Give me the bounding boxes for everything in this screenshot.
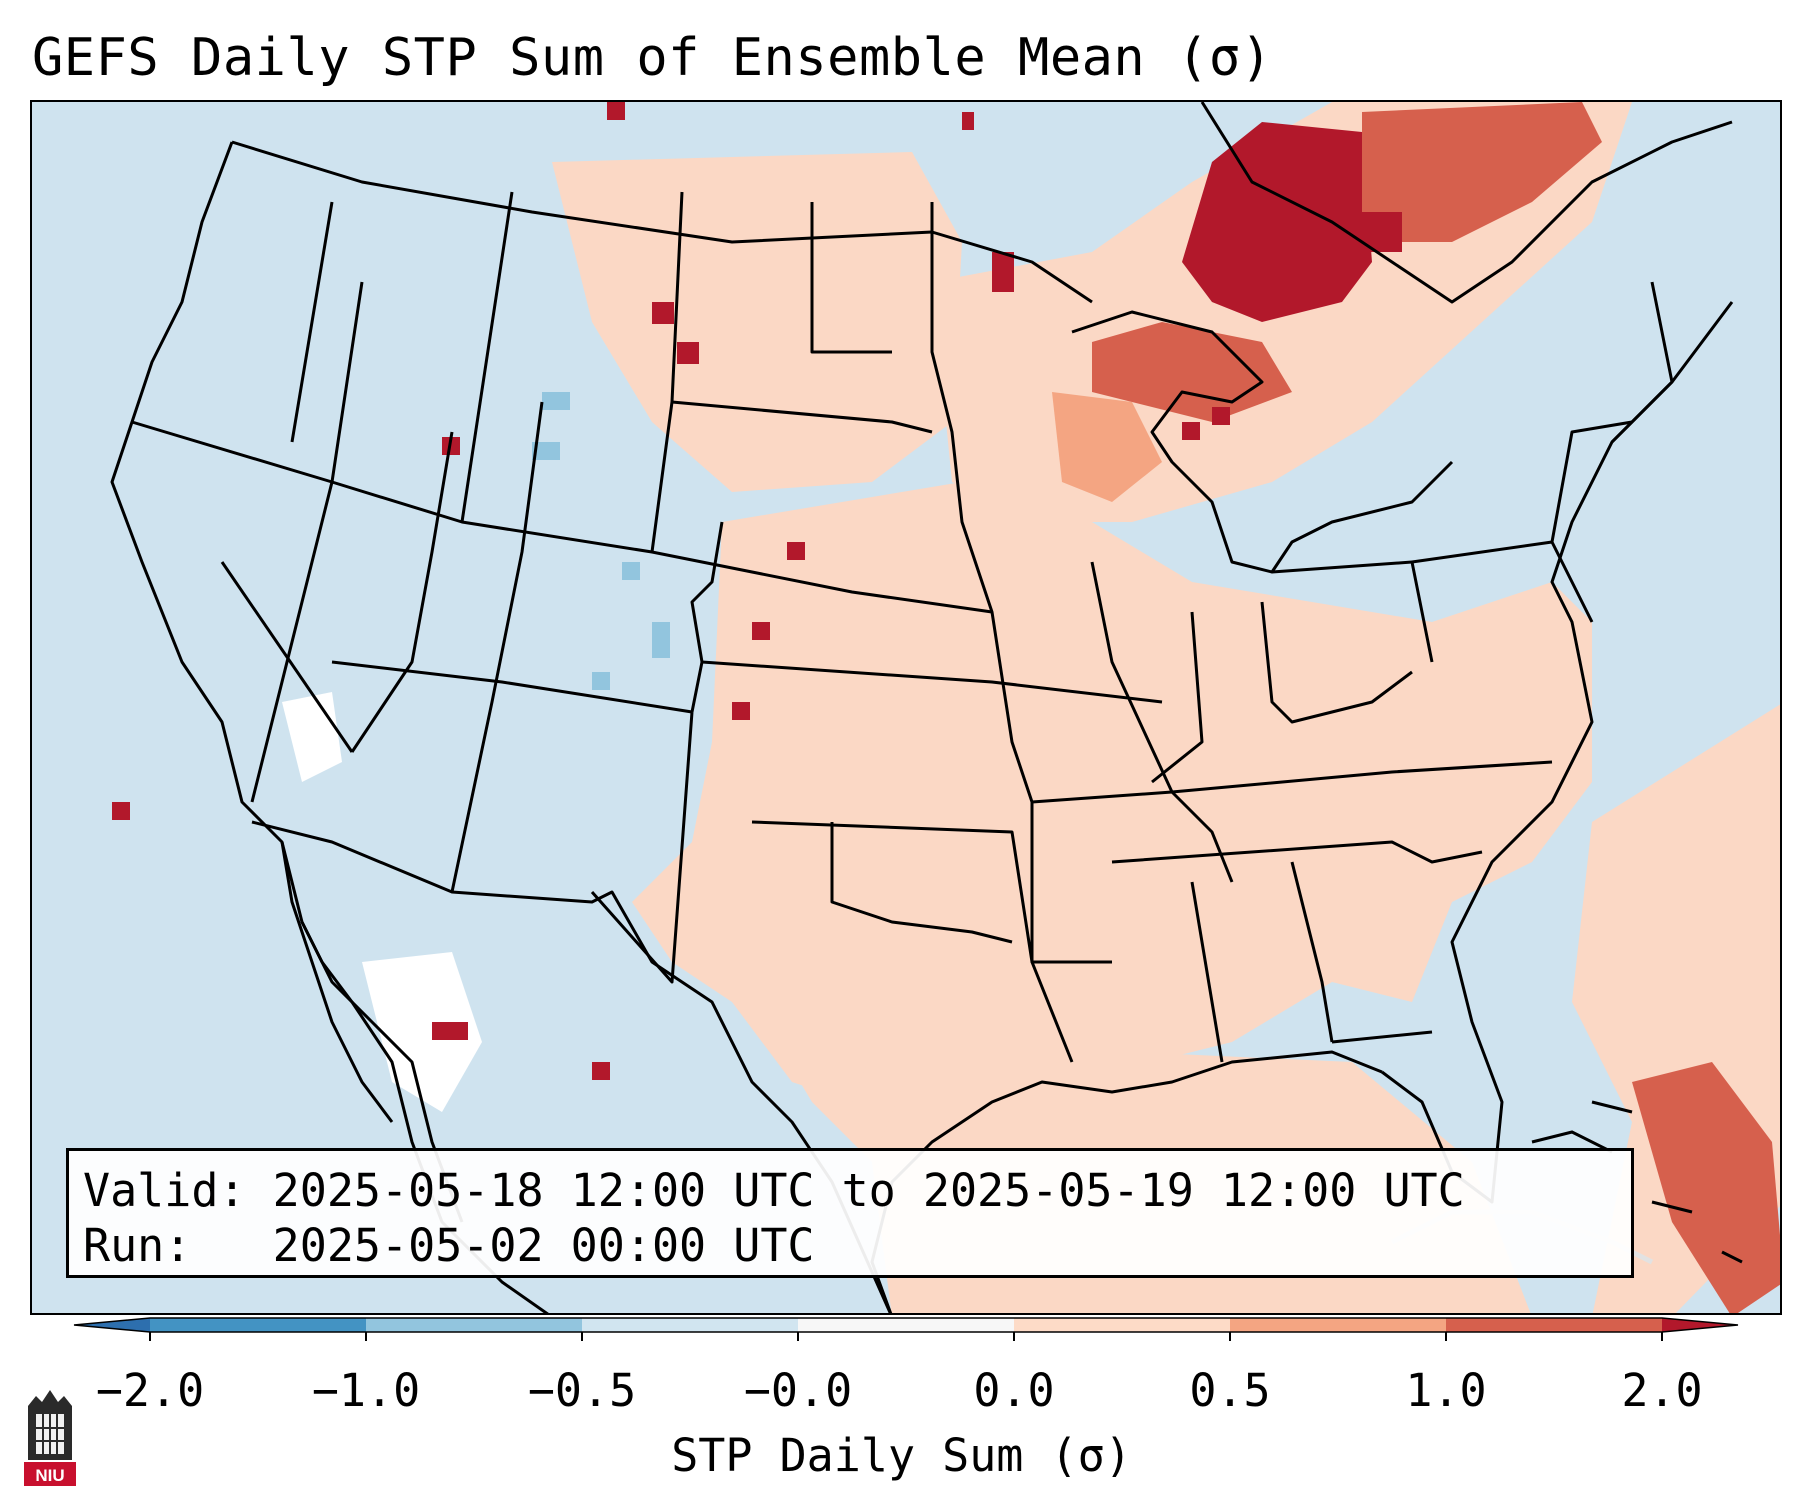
shade-central-east-us xyxy=(712,432,1592,1162)
niu-logo-icon: NIU xyxy=(24,1390,76,1486)
colorbar-tick-label: −0.5 xyxy=(527,1364,637,1417)
negative-cell xyxy=(622,562,640,580)
run-value: 2025-05-02 00:00 UTC xyxy=(272,1219,815,1272)
state-line xyxy=(1031,790,1234,883)
state-line xyxy=(1331,1030,1433,1044)
state-line xyxy=(290,201,334,443)
shade-ontario-core xyxy=(1182,122,1372,322)
chart-title: GEFS Daily STP Sum of Ensemble Mean (σ) xyxy=(32,28,1273,88)
hotspot-cell xyxy=(787,542,805,560)
hotspot-cell xyxy=(677,342,699,364)
map-panel xyxy=(30,100,1782,1315)
state-line xyxy=(131,420,993,614)
state-line xyxy=(701,660,1163,704)
colorbar-tick-label: −0.0 xyxy=(743,1364,853,1417)
hotspot-cell xyxy=(432,1022,468,1040)
state-line xyxy=(1290,861,1334,1043)
run-label: Run: xyxy=(83,1219,192,1272)
shade-bahamas xyxy=(1632,1062,1780,1313)
hotspot-cell xyxy=(652,302,674,324)
hotspot-cell xyxy=(1212,407,1230,425)
shade-ontario-east xyxy=(1362,102,1602,242)
logo-text: NIU xyxy=(35,1466,64,1485)
hotspot-cell xyxy=(992,252,1014,292)
state-line xyxy=(1190,881,1224,1063)
state-line xyxy=(460,191,514,523)
colorbar-tick-label: 1.0 xyxy=(1405,1364,1487,1417)
colorbar-bin xyxy=(1446,1318,1662,1332)
colorbar-bin xyxy=(798,1318,1014,1332)
island-outline xyxy=(1591,1100,1633,1114)
island-outline xyxy=(1721,1250,1743,1264)
hudson-coast xyxy=(1200,102,1733,304)
hotspot-cell xyxy=(962,112,974,130)
negative-cell xyxy=(542,392,570,410)
baja-peninsula xyxy=(280,841,394,1123)
state-line xyxy=(671,400,933,434)
valid-label: Valid: xyxy=(83,1164,246,1217)
negative-cell xyxy=(592,672,610,690)
west-coast-line xyxy=(110,141,464,1223)
valid-value: 2025-05-18 12:00 UTC to 2025-05-19 12:00… xyxy=(272,1164,1465,1217)
hotspot-cell xyxy=(607,102,625,120)
island-outline xyxy=(1651,1200,1693,1214)
negative-cell xyxy=(532,442,560,460)
state-line xyxy=(751,820,1112,964)
colorbar-tick-label: 2.0 xyxy=(1621,1364,1703,1417)
colorbar-bin xyxy=(366,1318,582,1332)
colorbar-left-extend xyxy=(74,1318,150,1332)
island-outline xyxy=(1531,1130,1613,1154)
shade-texas xyxy=(632,722,892,1102)
us-canada-border xyxy=(231,140,1093,304)
colorbar-bin xyxy=(1014,1318,1230,1332)
state-line xyxy=(810,202,892,354)
hotspot-cell xyxy=(592,1062,610,1080)
hotspot-cell xyxy=(732,702,750,720)
state-line xyxy=(690,521,724,713)
negative-cell xyxy=(652,622,670,658)
state-line xyxy=(450,401,544,893)
colorbar-right-extend xyxy=(1662,1318,1738,1332)
hotspot-cell xyxy=(1182,422,1200,440)
colorbar-bin xyxy=(1230,1318,1446,1332)
state-line xyxy=(1111,840,1483,864)
negative-cells xyxy=(532,392,670,690)
colorbar xyxy=(73,1317,1739,1341)
hotspot-cell xyxy=(752,622,770,640)
state-line xyxy=(350,431,454,753)
colorbar-bin xyxy=(150,1318,366,1332)
map-canvas xyxy=(32,102,1780,1313)
mexico-border xyxy=(251,820,892,1313)
state-line xyxy=(331,660,693,714)
boundaries xyxy=(110,102,1734,1313)
great-lakes-outline xyxy=(1071,310,1454,574)
state-line xyxy=(1090,561,1174,793)
colorbar-tick-label: −2.0 xyxy=(95,1364,205,1417)
hotspot-cell xyxy=(112,802,130,820)
colorbar-tick-label: 0.0 xyxy=(973,1364,1055,1417)
islands xyxy=(1531,1100,1743,1264)
shade-wisconsin xyxy=(1052,392,1162,502)
state-line xyxy=(250,281,364,803)
colorbar-tick-label: 0.5 xyxy=(1189,1364,1271,1417)
valid-run-info-box: Valid: 2025-05-18 12:00 UTC to 2025-05-1… xyxy=(66,1148,1634,1278)
colorbar-bin xyxy=(582,1318,798,1332)
state-line xyxy=(1260,601,1413,724)
colorbar-tick-marks xyxy=(149,1332,1663,1341)
state-line xyxy=(1550,420,1633,543)
state-line xyxy=(1171,760,1553,794)
colorbar-tick-label: −1.0 xyxy=(311,1364,421,1417)
state-line xyxy=(590,711,694,984)
state-line xyxy=(1151,611,1204,784)
shade-white-mexico xyxy=(362,952,482,1112)
state-line xyxy=(1610,281,1674,444)
state-line xyxy=(830,822,1013,944)
state-line xyxy=(930,202,1074,1063)
colorbar-label: STP Daily Sum (σ) xyxy=(671,1429,1132,1482)
